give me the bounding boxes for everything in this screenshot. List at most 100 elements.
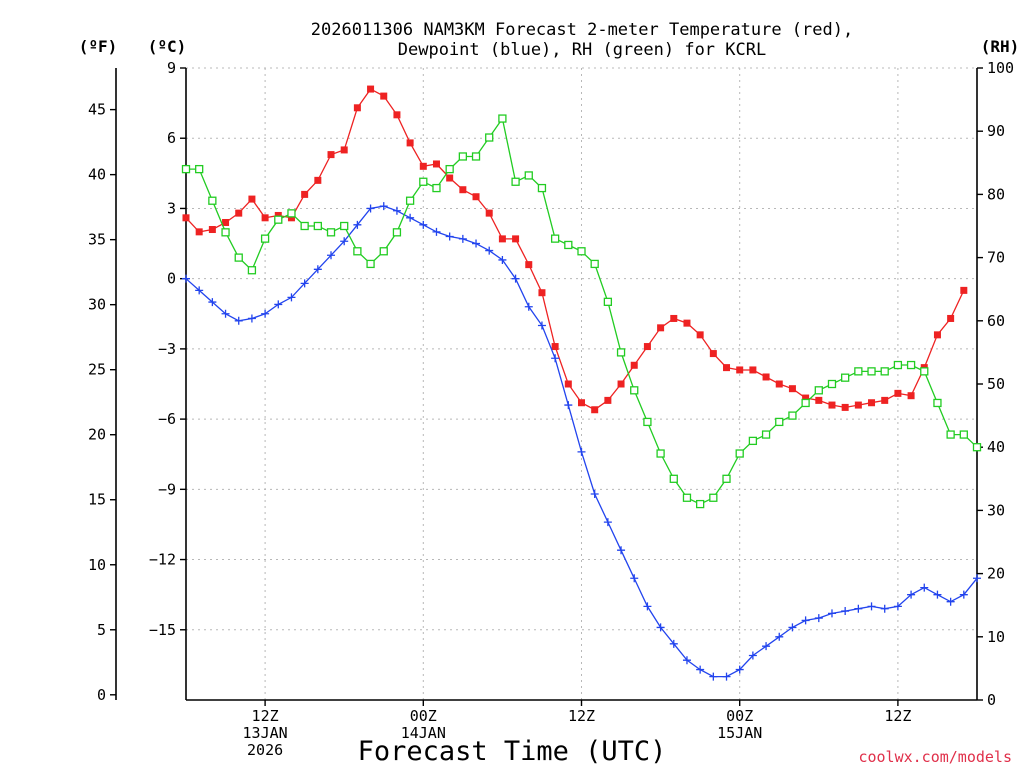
dewpoint-point	[656, 623, 665, 632]
dewpoint-point	[182, 274, 190, 283]
temperature-point	[248, 195, 256, 203]
fahrenheit-tick-label: 40	[88, 166, 106, 184]
rh-point	[669, 474, 678, 483]
rh-point	[498, 114, 507, 123]
rh-tick-label: 80	[987, 185, 1005, 203]
rh-tick-label: 60	[987, 312, 1005, 330]
temperature-point	[498, 235, 506, 243]
dewpoint-point	[524, 302, 533, 311]
dewpoint-point	[300, 279, 309, 288]
temperature-point	[419, 162, 427, 170]
temperature-point	[538, 289, 546, 297]
rh-point	[379, 247, 388, 256]
dewpoint-point	[287, 293, 296, 302]
rh-point	[814, 386, 823, 395]
rh-point	[867, 367, 876, 376]
temperature-point	[235, 209, 243, 217]
temperature-point	[657, 324, 665, 332]
dewpoint-point	[788, 623, 797, 632]
x-tick-label: 12Z	[568, 707, 595, 725]
dewpoint-point	[432, 227, 441, 236]
rh-point	[775, 417, 784, 427]
rh-point	[471, 152, 481, 161]
rh-point	[906, 360, 916, 370]
dewpoint-point	[959, 590, 968, 599]
temperature-point	[617, 380, 625, 388]
dewpoint-point	[498, 255, 507, 264]
temperature-point	[287, 214, 295, 222]
fahrenheit-tick-label: 45	[88, 101, 106, 119]
unit-label-celsius: (ºC)	[148, 37, 187, 56]
temperature-point	[723, 364, 731, 372]
temperature-point	[301, 190, 309, 198]
temperature-point	[222, 218, 230, 226]
rh-point	[326, 228, 336, 237]
dewpoint-point	[603, 518, 612, 527]
dewpoint-point	[221, 309, 230, 318]
temperature-point	[182, 214, 190, 222]
rh-point	[682, 493, 692, 502]
dewpoint-point	[827, 609, 836, 618]
rh-point	[405, 196, 415, 205]
dewpoint-point	[907, 590, 916, 599]
temperature-point	[630, 361, 638, 369]
temperature-point	[604, 396, 612, 404]
rh-point	[300, 221, 309, 231]
x-tick-label: 12Z	[252, 707, 279, 725]
dewpoint-point	[762, 642, 771, 651]
rh-point	[458, 152, 468, 161]
rh-point	[801, 398, 810, 408]
temperature-point	[709, 350, 717, 358]
rh-point	[972, 443, 982, 452]
rh-point	[933, 398, 942, 408]
text-layer: 2026011306 NAM3KM Forecast 2-meter Tempe…	[79, 20, 1020, 767]
fahrenheit-tick-label: 10	[88, 556, 106, 574]
rh-point	[445, 164, 454, 174]
fahrenheit-tick-label: 0	[97, 686, 106, 704]
rh-point	[537, 183, 547, 193]
fahrenheit-tick-label: 25	[88, 361, 106, 379]
rh-point	[221, 228, 230, 237]
dewpoint-point	[366, 204, 375, 213]
temperature-point	[894, 389, 902, 397]
fahrenheit-tick-label: 30	[88, 296, 106, 314]
temperature-point	[446, 174, 454, 182]
temperature-point	[512, 235, 520, 243]
rh-point	[234, 253, 243, 262]
rh-point	[247, 266, 257, 275]
dewpoint-point	[946, 597, 955, 606]
dewpoint-point	[234, 316, 243, 325]
dewpoint-point	[195, 286, 204, 295]
dewpoint-point	[577, 447, 586, 456]
chart-title-line-1: 2026011306 NAM3KM Forecast 2-meter Tempe…	[311, 20, 853, 40]
rh-point	[274, 215, 283, 224]
dewpoint-point	[406, 213, 415, 222]
rh-tick-label: 30	[987, 501, 1005, 519]
dewpoint-point	[511, 274, 520, 283]
fahrenheit-tick-label: 20	[88, 426, 106, 444]
series-dewpoint	[182, 202, 981, 681]
temperature-point	[472, 193, 480, 201]
dewpoint-point	[340, 237, 349, 246]
temperature-point	[353, 104, 361, 112]
dewpoint-point	[709, 672, 718, 681]
x-tick-label: 00Z	[726, 707, 753, 725]
dewpoint-point	[445, 232, 454, 241]
dewpoint-point	[775, 632, 784, 641]
temperature-point	[960, 286, 968, 294]
temperature-point	[736, 366, 744, 374]
rh-point	[260, 234, 270, 243]
temperature-point	[380, 92, 388, 100]
rh-point	[880, 367, 889, 376]
rh-point	[550, 234, 560, 243]
dewpoint-point	[419, 220, 428, 229]
rh-point	[590, 259, 599, 269]
temperature-point	[762, 373, 770, 381]
rh-point	[630, 386, 639, 395]
dewpoint-point	[353, 220, 362, 229]
temperature-point	[947, 314, 955, 322]
dewpoint-point	[920, 583, 929, 592]
celsius-tick-label: 0	[167, 270, 176, 288]
unit-label-rh: (RH)	[981, 37, 1020, 56]
